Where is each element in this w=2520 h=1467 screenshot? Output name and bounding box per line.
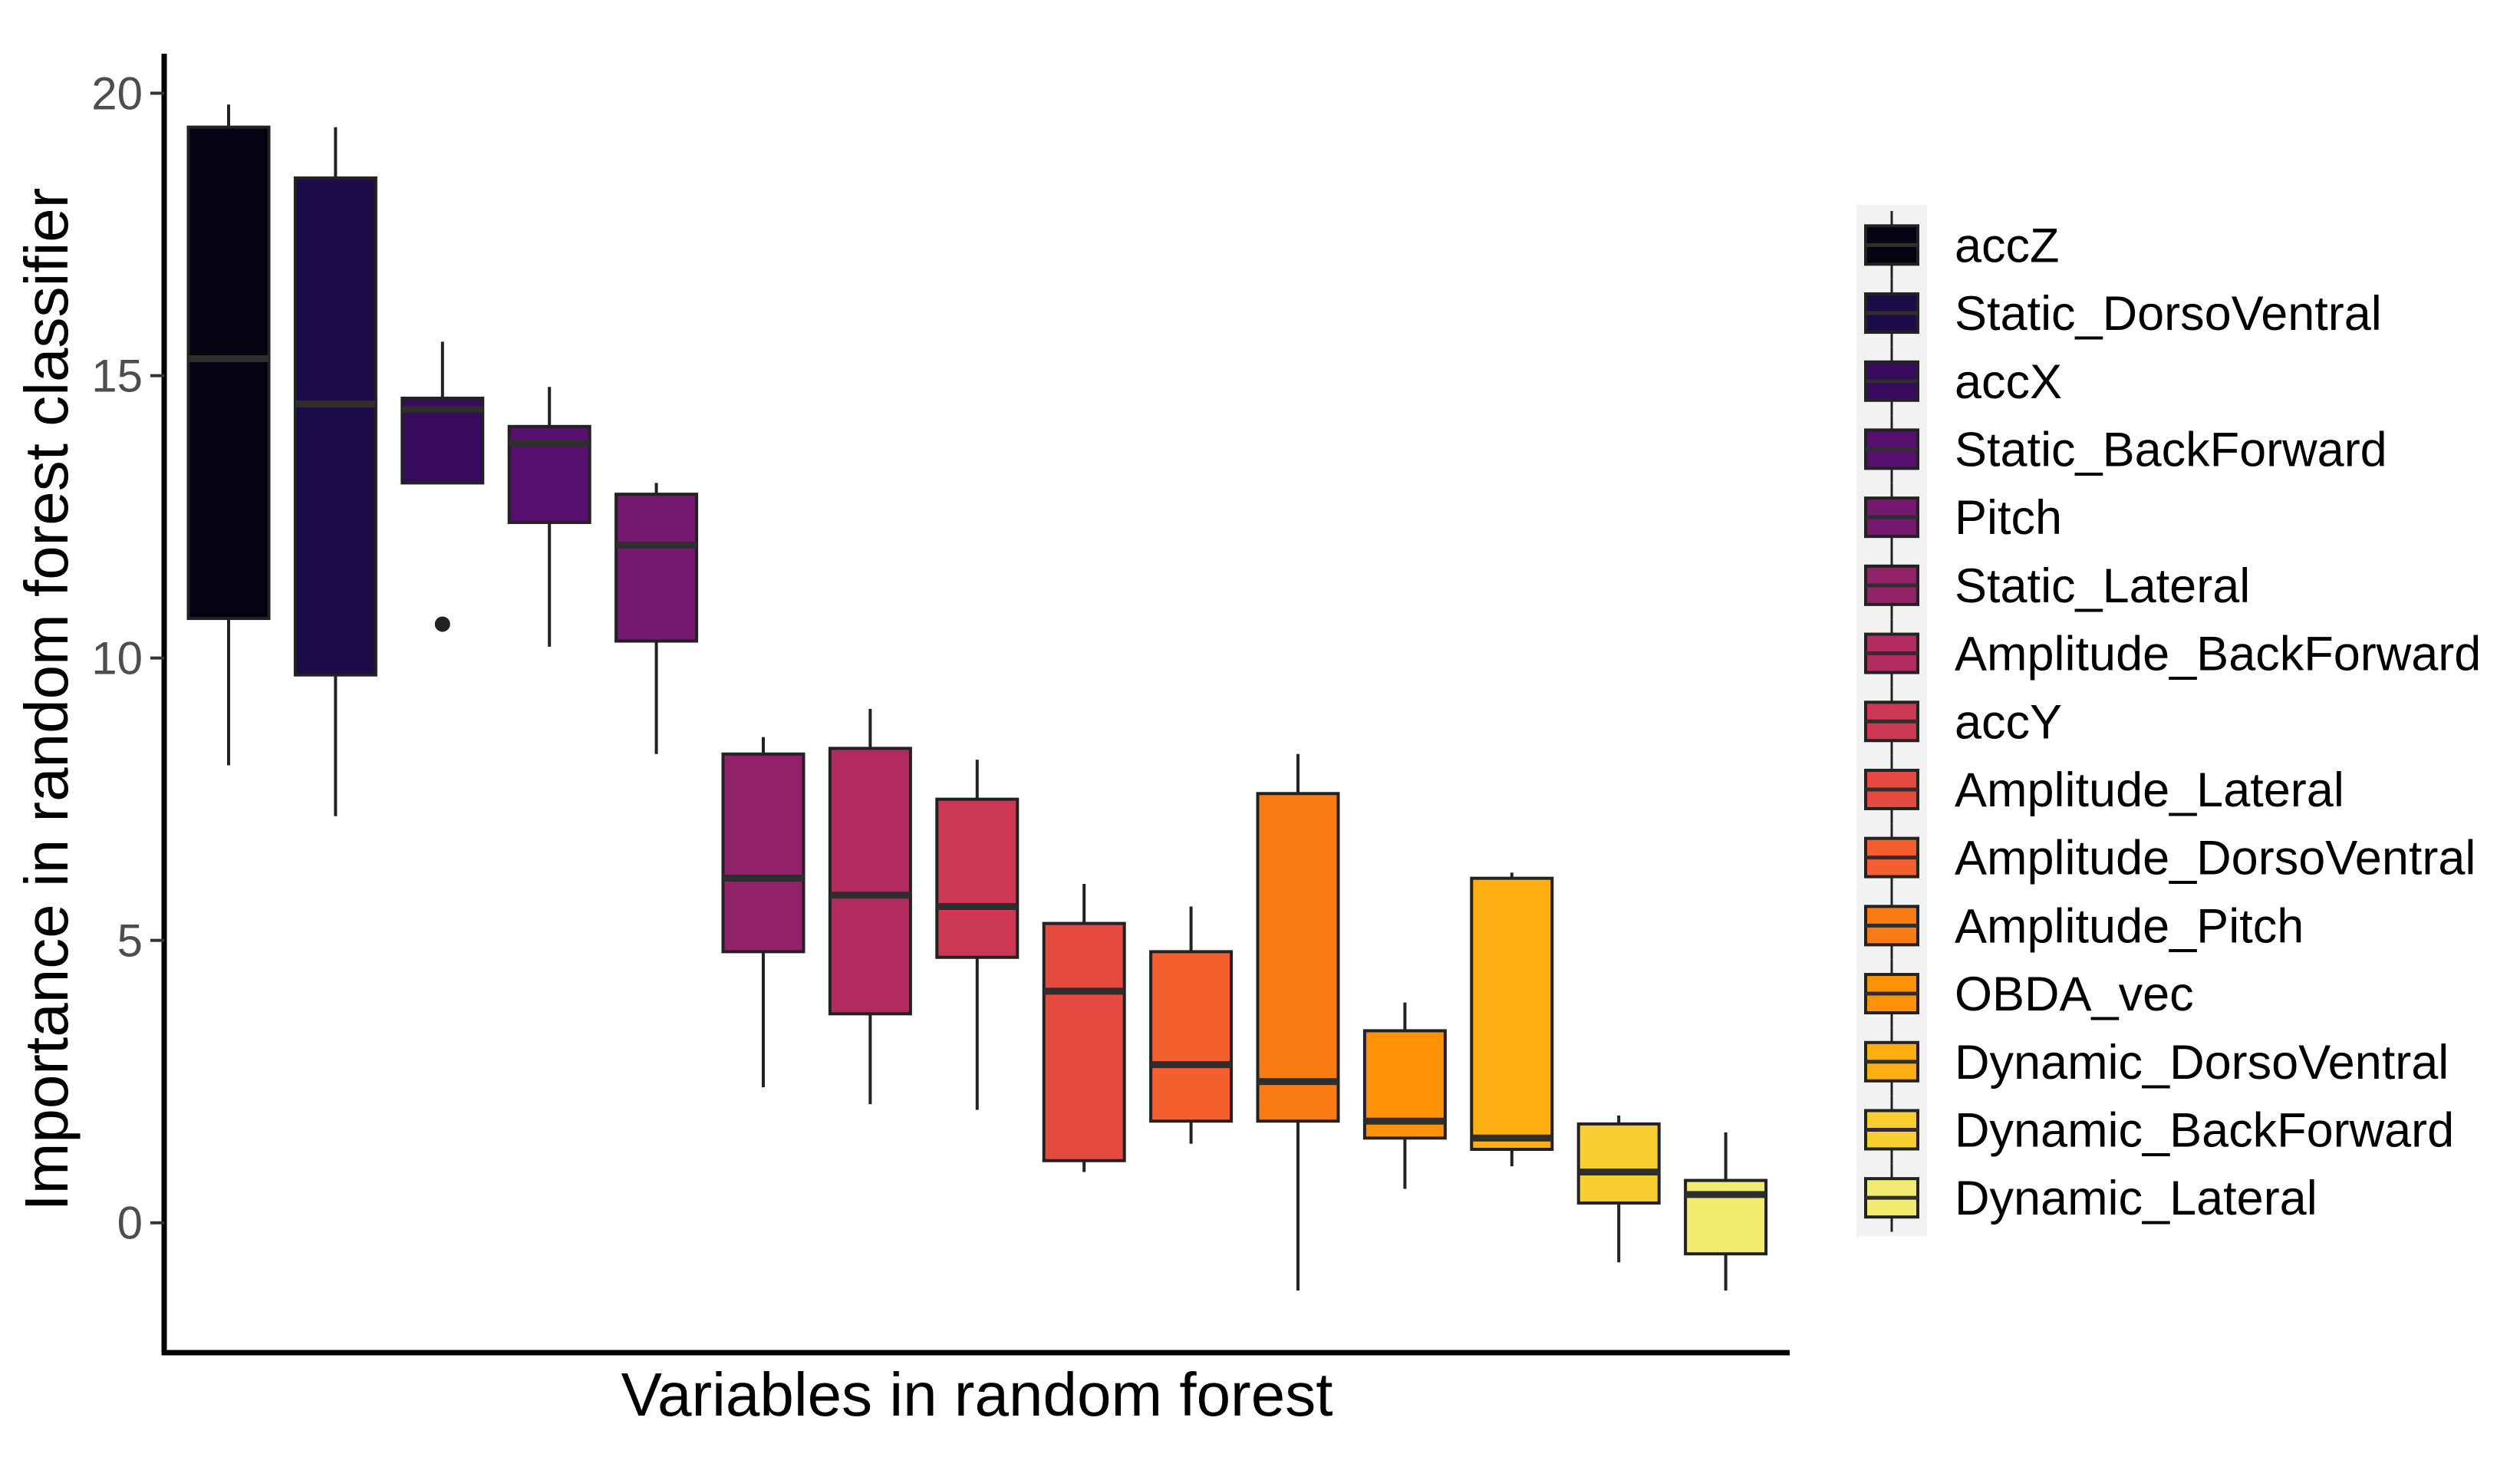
legend-item-Amplitude_BackForward: Amplitude_BackForward	[1864, 619, 2481, 687]
legend-item-Static_BackForward: Static_BackForward	[1864, 415, 2387, 483]
box-body	[186, 125, 271, 621]
legend-label: Amplitude_Pitch	[1955, 899, 2304, 953]
box-OBDA_vec	[1362, 1002, 1447, 1189]
box-body	[1470, 876, 1554, 1152]
legend-label: Pitch	[1955, 491, 2062, 545]
box-Dynamic_BackForward	[1576, 1115, 1661, 1263]
legend-label: accZ	[1955, 219, 2060, 272]
box-Amplitude_Lateral	[1042, 884, 1126, 1172]
plot-area	[186, 104, 1768, 1291]
box-body	[935, 797, 1020, 959]
legend-item-Amplitude_Pitch: Amplitude_Pitch	[1864, 892, 2304, 960]
legend-label: accY	[1955, 695, 2062, 749]
box-body	[1256, 792, 1340, 1123]
box-Static_DorsoVentral	[293, 127, 377, 816]
legend-label: Static_Lateral	[1955, 559, 2250, 613]
legend-item-Amplitude_DorsoVentral: Amplitude_DorsoVentral	[1864, 823, 2476, 892]
legend-label: Amplitude_Lateral	[1955, 763, 2344, 817]
legend-item-accY: accY	[1864, 687, 2062, 756]
legend-label: Static_DorsoVentral	[1955, 287, 2382, 341]
y-tick-label: 0	[117, 1198, 143, 1249]
legend-item-Pitch: Pitch	[1864, 483, 2062, 552]
legend-item-OBDA_vec: OBDA_vec	[1864, 959, 2194, 1028]
box-body	[1576, 1122, 1661, 1205]
legend-item-accX: accX	[1864, 347, 2062, 416]
box-Dynamic_Lateral	[1684, 1132, 1768, 1291]
legend-item-Static_Lateral: Static_Lateral	[1864, 551, 2250, 620]
box-Amplitude_BackForward	[828, 708, 912, 1105]
legend-item-Static_DorsoVentral: Static_DorsoVentral	[1864, 279, 2382, 348]
axes: 0 5 10 15 20	[91, 54, 1790, 1356]
legend-label: Amplitude_BackForward	[1955, 628, 2481, 681]
y-tick-label: 15	[91, 351, 143, 402]
legend-label: OBDA_vec	[1955, 968, 2194, 1021]
legend-label: Amplitude_DorsoVentral	[1955, 832, 2476, 885]
box-body	[293, 176, 377, 677]
legend-item-accZ: accZ	[1864, 211, 2060, 279]
box-accY	[935, 760, 1020, 1110]
legend-item-Dynamic_DorsoVentral: Dynamic_DorsoVentral	[1864, 1027, 2449, 1096]
box-accZ	[186, 104, 271, 766]
legend-item-Dynamic_BackForward: Dynamic_BackForward	[1864, 1096, 2454, 1164]
box-Pitch	[614, 483, 699, 754]
x-axis-title: Variables in random forest	[621, 1360, 1333, 1429]
legend-label: Dynamic_Lateral	[1955, 1172, 2317, 1225]
box-body	[828, 747, 912, 1016]
legend-item-Dynamic_Lateral: Dynamic_Lateral	[1864, 1163, 2317, 1232]
legend: accZ Static_DorsoVentral accX Static_BackFo…	[1856, 205, 2481, 1237]
box-body	[1149, 950, 1234, 1123]
outlier-point	[434, 616, 450, 632]
y-tick-label: 5	[117, 915, 143, 967]
legend-label: Static_BackForward	[1955, 423, 2387, 476]
box-body	[614, 493, 699, 643]
box-Amplitude_DorsoVentral	[1149, 906, 1234, 1144]
box-Amplitude_Pitch	[1256, 753, 1340, 1291]
box-body	[721, 752, 805, 954]
box-body	[1042, 921, 1126, 1162]
legend-label: Dynamic_DorsoVentral	[1955, 1036, 2449, 1090]
y-tick-label: 10	[91, 633, 143, 684]
y-tick-label: 20	[91, 68, 143, 120]
box-Static_BackForward	[507, 387, 591, 647]
legend-item-Amplitude_Lateral: Amplitude_Lateral	[1864, 755, 2344, 824]
y-axis-title: Importance in random forest classifier	[12, 188, 81, 1212]
box-Static_Lateral	[721, 737, 805, 1088]
box-accX	[400, 341, 485, 632]
box-Dynamic_DorsoVentral	[1470, 872, 1554, 1167]
legend-label: Dynamic_BackForward	[1955, 1103, 2454, 1157]
legend-label: accX	[1955, 355, 2062, 409]
